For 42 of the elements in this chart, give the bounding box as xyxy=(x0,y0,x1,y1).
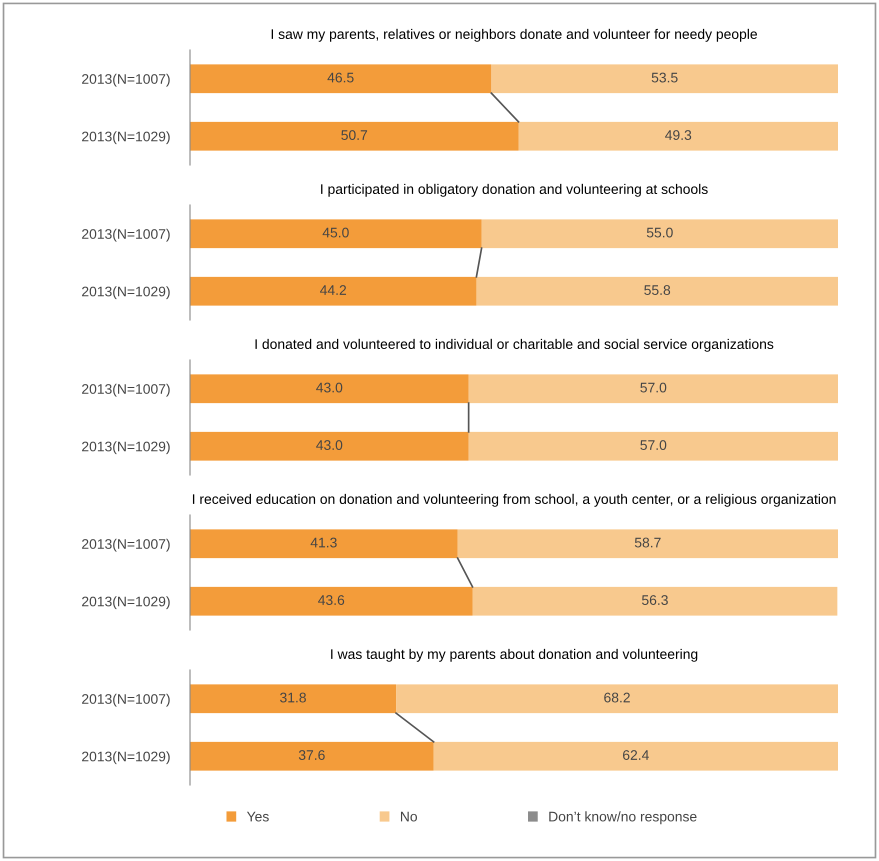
data-label: 43.0 xyxy=(316,382,342,392)
y-tick-label: 2013(N=1007) xyxy=(82,538,170,552)
bar xyxy=(458,529,838,558)
y-tick-label: 2013(N=1029) xyxy=(82,441,170,454)
data-label: 44.2 xyxy=(320,285,346,295)
bar xyxy=(190,586,473,616)
y-tick-label: 2013(N=1007) xyxy=(82,74,170,87)
data-label: 68.2 xyxy=(604,692,630,702)
bar xyxy=(190,529,458,558)
data-label: 45.0 xyxy=(322,228,349,238)
chart-title: I received education on donation and volunteering from school, a youth center, or a religious organization xyxy=(192,494,836,507)
y-tick-label: 2013(N=1029) xyxy=(82,286,170,300)
data-label: 56.3 xyxy=(642,595,668,605)
y-tick-label: 2013(N=1007) xyxy=(82,384,170,397)
data-label: 55.8 xyxy=(644,285,670,295)
data-label: 37.6 xyxy=(298,750,325,760)
y-tick-label: 2013(N=1029) xyxy=(82,131,170,144)
data-label: 43.0 xyxy=(316,440,342,450)
chart-title: I donated and volunteered to individual or charitable and social service organizations xyxy=(255,338,774,352)
data-label: 55.0 xyxy=(646,228,673,238)
data-label: 62.4 xyxy=(623,750,649,760)
data-label: 41.3 xyxy=(310,538,337,548)
chart-title: I was taught by my parents about donation and volunteering xyxy=(331,648,698,662)
legend-label: Yes xyxy=(246,812,269,822)
y-tick-label: 2013(N=1029) xyxy=(82,751,170,764)
data-label: 50.7 xyxy=(341,130,368,140)
chart-title: I participated in obligatory donation and volunteering at schools xyxy=(321,184,708,197)
bar xyxy=(472,586,838,616)
data-label: 57.0 xyxy=(640,382,666,392)
data-label: 43.6 xyxy=(318,595,344,605)
y-tick-label: 2013(N=1029) xyxy=(82,596,170,610)
data-label: 31.8 xyxy=(280,692,306,702)
data-label: 57.0 xyxy=(640,440,666,450)
chart-title: I saw my parents, relatives or neighbors donate and volunteer for needy people xyxy=(272,28,757,42)
y-tick-label: 2013(N=1007) xyxy=(82,228,170,242)
data-label: 53.5 xyxy=(652,72,678,82)
data-label: 49.3 xyxy=(665,130,692,140)
data-label: 46.5 xyxy=(327,72,354,82)
legend-label: No xyxy=(400,812,418,822)
data-label: 58.7 xyxy=(634,538,661,548)
y-tick-label: 2013(N=1007) xyxy=(82,694,170,707)
legend-label: Don’t know/no response xyxy=(549,811,697,824)
